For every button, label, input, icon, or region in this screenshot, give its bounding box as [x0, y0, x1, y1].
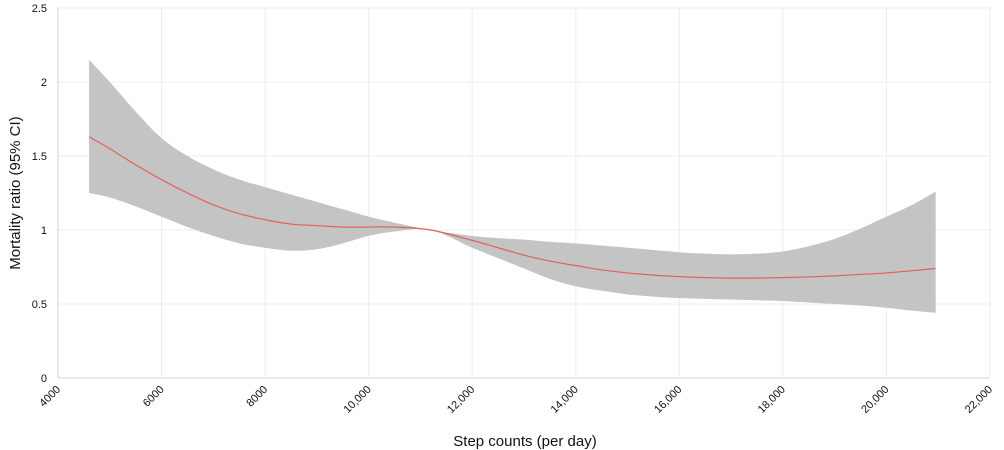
x-tick-label: 4000: [37, 384, 63, 410]
y-axis-title: Mortality ratio (95% CI): [7, 116, 24, 269]
confidence-band-layer: [89, 59, 936, 313]
x-tick-label: 20,000: [859, 384, 891, 416]
x-tick-label: 16,000: [652, 384, 684, 416]
x-tick-label: 22,000: [963, 384, 995, 416]
x-tick-label: 12,000: [445, 384, 477, 416]
y-tick-label: 1: [41, 225, 47, 237]
x-tick-label: 8000: [244, 384, 270, 410]
y-tick-label: 2: [41, 77, 47, 89]
x-axis-title: Step counts (per day): [453, 433, 596, 450]
mortality-ratio-line: [88, 136, 936, 279]
confidence-band: [89, 59, 936, 313]
y-tick-label: 2.5: [32, 3, 47, 15]
y-tick-label: 1.5: [32, 151, 47, 163]
x-tick-labels: 4000 6000 8000 10,000 12,000 14,000 16,000 18,0…: [37, 384, 995, 416]
x-tick-label: 14,000: [549, 384, 581, 416]
y-tick-labels: 0 0.5 1 1.5 2 2.5: [32, 3, 47, 385]
x-tick-label: 18,000: [756, 384, 788, 416]
y-tick-label: 0.5: [32, 299, 47, 311]
series-line-layer: [88, 136, 936, 279]
axes: [57, 8, 990, 379]
x-tick-label: 6000: [141, 384, 167, 410]
y-tick-label: 0: [41, 373, 47, 385]
grid: [58, 7, 991, 378]
x-tick-label: 10,000: [342, 384, 374, 416]
